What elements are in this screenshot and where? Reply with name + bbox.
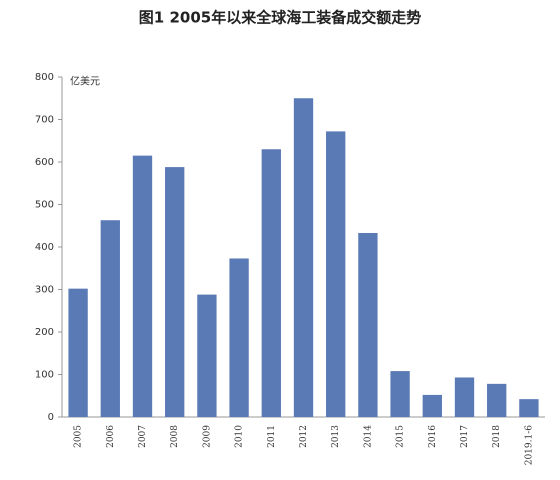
bar bbox=[229, 258, 249, 417]
bar bbox=[132, 155, 153, 417]
y-axis-unit: 亿美元 bbox=[70, 75, 100, 88]
bar bbox=[454, 377, 475, 417]
y-tick-label: 100 bbox=[35, 370, 54, 381]
bar bbox=[390, 371, 410, 417]
x-tick-label: 2015 bbox=[396, 425, 406, 448]
x-tick-label: 2019.1-6 bbox=[524, 425, 534, 466]
x-tick-label: 2014 bbox=[363, 425, 373, 448]
x-tick-label: 2016 bbox=[428, 425, 438, 448]
y-tick-label: 200 bbox=[35, 327, 54, 338]
bar bbox=[519, 399, 539, 417]
x-tick-label: 2008 bbox=[170, 425, 180, 448]
bar bbox=[165, 167, 185, 417]
y-tick-label: 400 bbox=[35, 242, 54, 253]
x-tick-label: 2007 bbox=[138, 425, 148, 448]
y-tick-label: 0 bbox=[48, 412, 54, 423]
bar bbox=[293, 98, 314, 417]
bar bbox=[358, 232, 378, 417]
y-tick-label: 600 bbox=[35, 157, 54, 168]
bar bbox=[261, 149, 281, 417]
bar bbox=[422, 394, 442, 417]
x-tick-label: 2013 bbox=[331, 425, 341, 448]
x-tick-label: 2012 bbox=[299, 425, 309, 448]
y-tick-label: 800 bbox=[35, 72, 54, 83]
x-tick-label: 2017 bbox=[460, 425, 470, 448]
x-tick-label: 2011 bbox=[267, 425, 277, 448]
y-tick-label: 500 bbox=[35, 200, 54, 211]
bar bbox=[197, 294, 217, 417]
y-tick-label: 300 bbox=[35, 285, 54, 296]
bar bbox=[100, 220, 120, 417]
x-tick-label: 2006 bbox=[106, 425, 116, 448]
chart-title: 图1 2005年以来全球海工装备成交额走势 bbox=[139, 9, 421, 27]
x-tick-label: 2009 bbox=[202, 425, 212, 448]
y-tick-label: 700 bbox=[35, 115, 54, 126]
x-tick-label: 2005 bbox=[74, 425, 84, 448]
bar bbox=[326, 131, 346, 417]
x-tick-label: 2010 bbox=[235, 425, 245, 448]
bar bbox=[487, 383, 507, 417]
x-tick-label: 2018 bbox=[492, 425, 502, 448]
bar bbox=[68, 288, 88, 417]
